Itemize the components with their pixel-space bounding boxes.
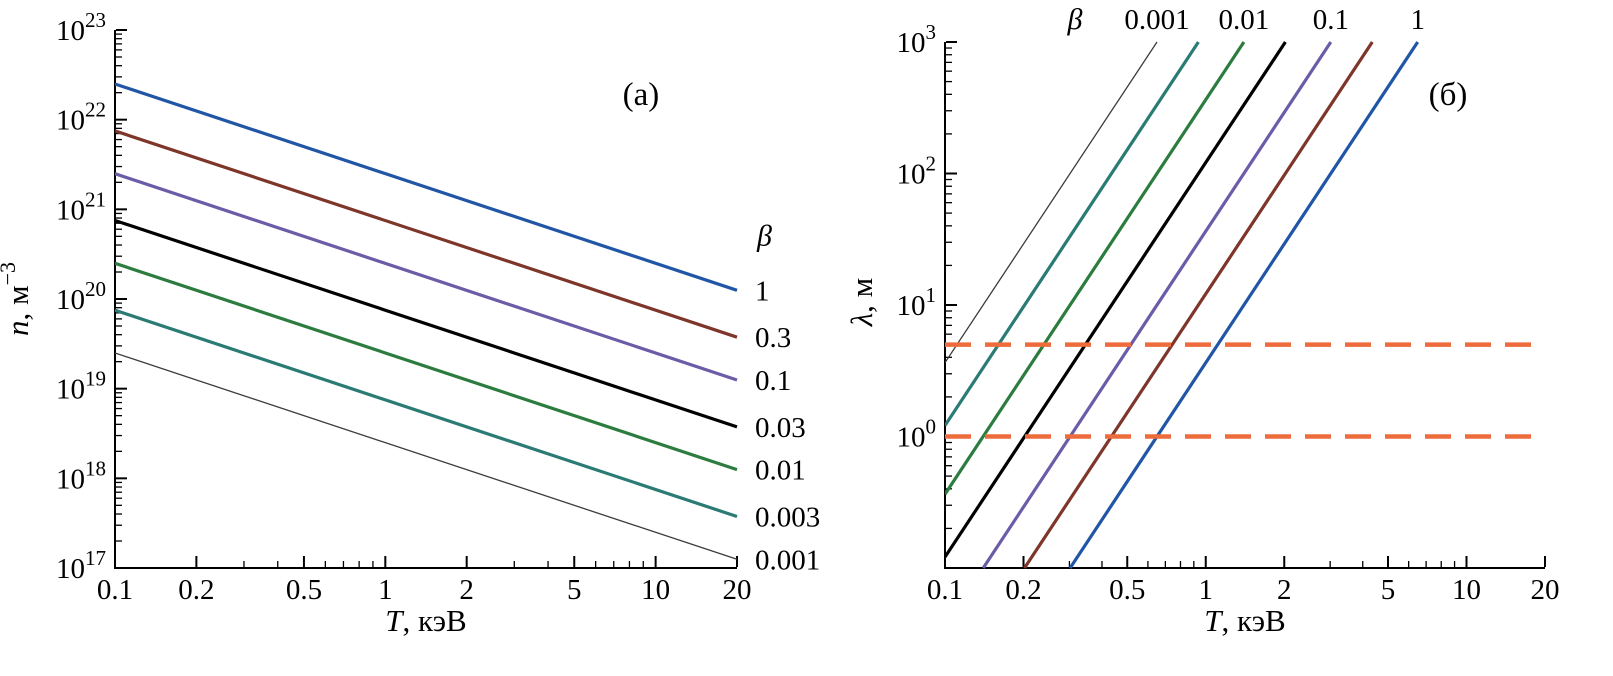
panel-b: 0.1 0.2 0.5 1 2 5 10 20 100 101 102 103 0.001 0.01 0.1… [844, 3, 1560, 638]
series-line-beta-1 [115, 82, 738, 292]
x-tick-label-20: 20 [1531, 574, 1560, 606]
y-tick-label-1e19: 1019 [56, 367, 106, 406]
x-tick-label-0.2: 0.2 [1005, 574, 1041, 606]
legend-label-0.01: 0.01 [755, 455, 806, 487]
legend-label-1: 1 [755, 275, 770, 307]
y-tick-label-1e17: 1017 [56, 546, 106, 585]
series-line-beta-1 [1068, 41, 1420, 569]
y-tick-label-1e2: 102 [897, 152, 937, 191]
x-tick-label-2: 2 [1277, 574, 1292, 606]
series-line-beta-0.003 [115, 308, 738, 519]
legend-label-0.001: 0.001 [755, 544, 820, 576]
legend-label-0.1: 0.1 [755, 365, 791, 397]
y-tick-label-1e18: 1018 [56, 456, 106, 495]
panel-a: 0.1 0.2 0.5 1 2 5 10 20101710181019102010211022… [0, 8, 820, 638]
x-tick-label-1: 1 [1199, 574, 1214, 606]
x-tick-label-2: 2 [459, 574, 474, 606]
series-line-beta-0.3 [115, 129, 738, 339]
x-tick-label-0.1: 0.1 [97, 574, 133, 606]
series-line-beta-0.001 [115, 352, 738, 560]
y-tick-label-1e1: 101 [897, 283, 937, 322]
top-legend-label-0.01: 0.01 [1219, 4, 1270, 36]
x-tick-label-0.5: 0.5 [1109, 574, 1145, 606]
x-tick-label-10: 10 [1452, 574, 1481, 606]
x-tick-label-20: 20 [723, 574, 752, 606]
y-tick-label-1e20: 1020 [56, 277, 106, 316]
panel-label-b: (б) [1429, 77, 1468, 113]
series-line-beta-0.003 [945, 41, 1200, 427]
series-line-beta-0.001 [945, 41, 1158, 364]
x-axis-ticks: 0.1 0.2 0.5 1 2 5 10 20 [97, 556, 752, 606]
series-line-beta-0.1 [981, 41, 1333, 569]
x-tick-label-0.2: 0.2 [178, 574, 214, 606]
series-line-beta-0.1 [115, 172, 738, 382]
panel-label-a: (а) [623, 77, 660, 113]
y-tick-label-1e22: 1022 [56, 98, 106, 137]
y-tick-label-1e3: 103 [897, 20, 937, 59]
series-line-beta-0.03 [945, 41, 1287, 558]
legend-label-0.3: 0.3 [755, 322, 791, 354]
series-group [945, 41, 1545, 569]
top-legend-label-1: 1 [1410, 4, 1425, 36]
legend-label-0.003: 0.003 [755, 502, 820, 534]
x-axis-title: T, кэВ [385, 603, 466, 638]
y-axis-ticks: 100 101 102 103 [897, 20, 957, 530]
series-line-beta-0.3 [1023, 41, 1374, 569]
series-group [115, 82, 738, 560]
series-line-beta-0.03 [115, 218, 738, 429]
x-tick-label-5: 5 [567, 574, 582, 606]
y-tick-label-1e0: 100 [897, 415, 937, 454]
y-axis-title: n, м−3 [0, 262, 35, 336]
y-tick-label-1e21: 1021 [56, 187, 106, 226]
x-tick-label-10: 10 [641, 574, 670, 606]
x-tick-label-0.5: 0.5 [286, 574, 322, 606]
series-line-beta-0.01 [115, 261, 738, 472]
x-axis-ticks: 0.1 0.2 0.5 1 2 5 10 20 [927, 556, 1560, 606]
top-legend-label-0.001: 0.001 [1124, 4, 1189, 36]
legend-title-beta: β [756, 219, 772, 252]
legend-title-beta: β [1067, 3, 1083, 36]
legend-label-0.03: 0.03 [755, 412, 806, 444]
top-legend-label-0.1: 0.1 [1313, 4, 1349, 36]
x-axis-title: T, кэВ [1204, 603, 1285, 638]
x-tick-label-5: 5 [1381, 574, 1396, 606]
x-tick-label-1: 1 [378, 574, 393, 606]
x-tick-label-0.1: 0.1 [927, 574, 963, 606]
y-axis-ticks: 1017 1018 1019 1020 1021 1022 1023 [56, 8, 127, 585]
series-line-beta-0.01 [945, 41, 1246, 496]
y-tick-label-1e23: 1023 [56, 8, 106, 47]
y-axis-title: λ, м [844, 278, 879, 328]
